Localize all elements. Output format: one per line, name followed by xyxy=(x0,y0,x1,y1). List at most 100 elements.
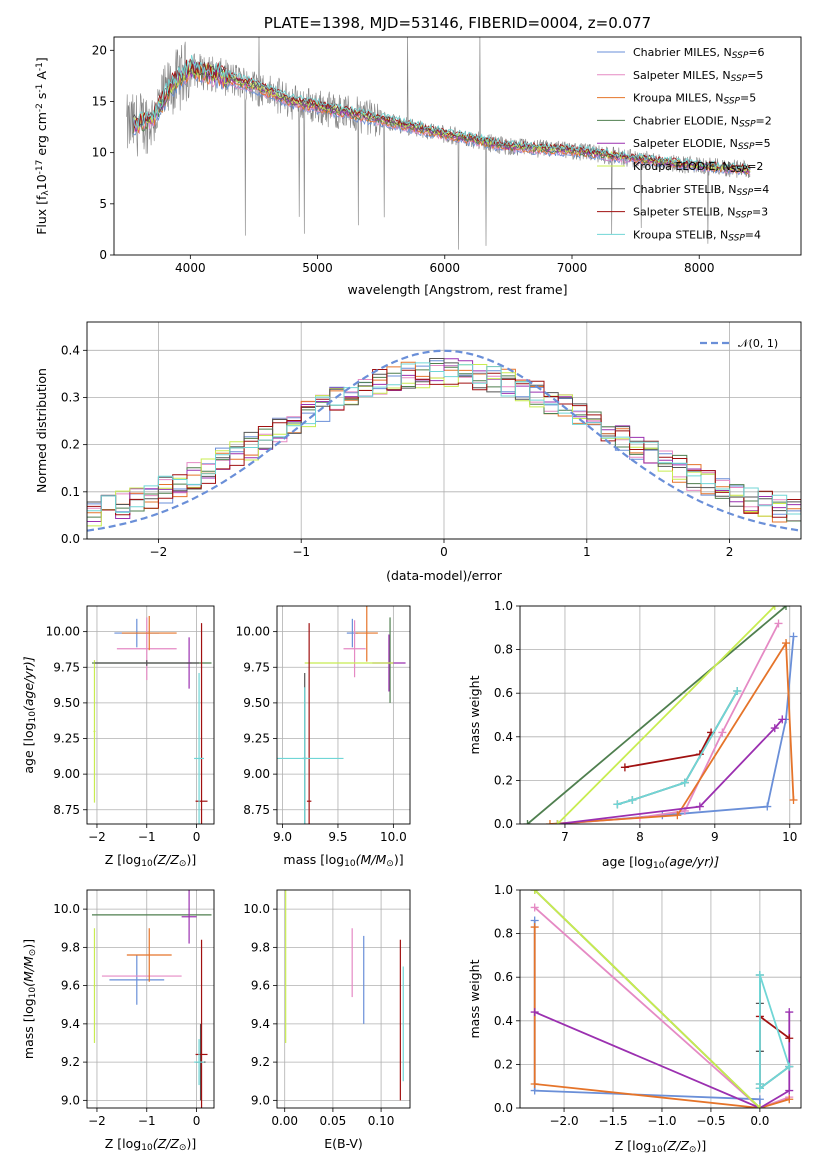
legend-entry-part: Kroupa STELIB, N xyxy=(633,228,728,241)
y-tick-label: 9.8 xyxy=(251,940,270,954)
y-axis-label-part: 10 xyxy=(28,987,38,999)
y-tick-label: 9.50 xyxy=(243,696,270,710)
legend-entry-part: Salpeter MILES, N xyxy=(633,69,731,82)
legend-entry-part: =5 xyxy=(740,92,756,105)
y-tick-label: 0.6 xyxy=(494,686,513,700)
legend-entry-part: Chabrier STELIB, N xyxy=(633,183,737,196)
x-axis-label-part: 10 xyxy=(344,859,356,869)
x-tick-label: −2 xyxy=(150,545,168,559)
y-tick-label: 9.6 xyxy=(251,979,270,993)
point-chabrier_stelib xyxy=(94,660,200,666)
point-kroupa_stelib xyxy=(194,1039,205,1086)
y-tick-label: 0.4 xyxy=(61,343,80,357)
series-line xyxy=(557,622,780,824)
y-axis-label-part: -1 xyxy=(35,62,45,71)
axes-frame xyxy=(113,36,802,256)
plus-marker xyxy=(763,802,772,811)
x-axis-label-part: 10 xyxy=(653,861,665,871)
legend-entry-part: Salpeter STELIB, N xyxy=(633,206,735,219)
plus-marker xyxy=(553,820,562,824)
x-tick-label: 8000 xyxy=(684,261,715,275)
y-axis-label-part: (age/yr)] xyxy=(21,656,36,711)
y-tick-label: 9.2 xyxy=(61,1055,80,1069)
y-tick-label: 9.0 xyxy=(251,1093,270,1107)
y-axis-label: mass weight xyxy=(467,959,482,1038)
x-axis-label-part: Z [log xyxy=(105,1136,141,1151)
legend-entry-part: =5 xyxy=(747,69,763,82)
y-tick-label: 15 xyxy=(92,94,107,108)
axes-frame xyxy=(519,605,802,825)
plus-marker xyxy=(774,619,783,628)
x-tick-label: 10.0 xyxy=(380,830,407,844)
legend-entry-part: Kroupa MILES, N xyxy=(633,92,723,105)
series-line xyxy=(534,890,761,1108)
y-tick-label: 9.00 xyxy=(243,767,270,781)
legend-entry-part: SSP xyxy=(737,188,754,198)
y-axis-label-part: -1 xyxy=(35,84,45,93)
x-axis-label-part: (age/yr)] xyxy=(664,854,719,869)
x-axis-label-part: ⊙ xyxy=(179,1143,187,1153)
legend-entry-part: SSP xyxy=(732,51,749,61)
y-axis-label: mass [log10(M/M⊙)] xyxy=(21,939,38,1059)
y-tick-label: 10.0 xyxy=(53,902,80,916)
x-tick-label: 0 xyxy=(193,830,201,844)
plus-marker xyxy=(755,1084,764,1093)
plus-marker xyxy=(530,1080,539,1089)
x-tick-label: −1 xyxy=(138,830,156,844)
plot-area-mass_vs_Z xyxy=(91,890,212,1108)
y-tick-label: 0.3 xyxy=(61,390,80,404)
x-tick-label: −0.5 xyxy=(696,1114,725,1128)
legend-entry: Salpeter STELIB, NSSP=3 xyxy=(633,206,768,221)
point-salpeter_elodie xyxy=(181,890,197,944)
plot-area-massweight_vs_age xyxy=(523,606,798,824)
y-tick-label: 0 xyxy=(99,248,107,262)
plot-area-mass_vs_EBV xyxy=(285,890,404,1101)
y-tick-label: 0.8 xyxy=(494,927,513,941)
y-tick-label: 10.00 xyxy=(236,625,270,639)
y-tick-label: 0.4 xyxy=(494,1014,513,1028)
chart-title: PLATE=1398, MJD=53146, FIBERID=0004, z=0… xyxy=(264,14,651,32)
y-tick-label: 0.0 xyxy=(494,1101,513,1115)
x-axis-label-part: Z [log xyxy=(615,1138,651,1153)
x-axis-label-part: (M/M xyxy=(356,852,387,867)
x-tick-label: −1.0 xyxy=(647,1114,676,1128)
plus-marker xyxy=(770,724,779,733)
plot-area-age_vs_Z xyxy=(91,615,212,824)
x-axis-label: wavelength [Angstrom, rest frame] xyxy=(347,282,567,297)
legend-entry-part: =2 xyxy=(756,114,772,127)
plus-marker xyxy=(530,890,539,894)
legend-entry-part: =6 xyxy=(748,46,764,59)
point-salpeter_stelib xyxy=(306,623,312,824)
axes-frame xyxy=(276,889,411,1109)
y-tick-label: 0.2 xyxy=(494,773,513,787)
plus-marker xyxy=(755,1104,764,1108)
legend-entry-part: Chabrier ELODIE, N xyxy=(633,114,739,127)
plus-marker xyxy=(718,728,727,737)
y-axis-label: Flux [fλ10-17 erg cm-2 s-1 A-1] xyxy=(34,57,51,235)
x-tick-label: 7000 xyxy=(557,261,588,275)
y-tick-label: 8.75 xyxy=(53,803,80,817)
y-tick-label: 10.00 xyxy=(46,625,80,639)
x-tick-label: 6000 xyxy=(430,261,461,275)
y-tick-label: 10.0 xyxy=(243,902,270,916)
point-salpeter_miles xyxy=(343,620,366,678)
x-tick-label: −2 xyxy=(88,830,106,844)
series-chabrier_miles xyxy=(553,632,798,824)
series-salpeter_stelib xyxy=(620,728,716,772)
legend-entry-part: SSP xyxy=(731,74,748,84)
series-chabrier_miles xyxy=(530,916,764,1108)
axes-frame xyxy=(86,605,215,825)
x-tick-label: 9 xyxy=(711,830,719,844)
y-tick-label: 9.0 xyxy=(61,1093,80,1107)
plot-area-spectrum xyxy=(126,37,751,250)
x-tick-label: 7 xyxy=(561,830,569,844)
x-axis-label: age [log10(age/yr)] xyxy=(602,854,719,871)
legend-entry-part: Kroupa ELODIE, N xyxy=(633,160,731,173)
point-salpeter_miles xyxy=(116,617,177,681)
plus-marker xyxy=(785,1062,794,1071)
y-tick-label: 1.0 xyxy=(494,599,513,613)
plus-marker xyxy=(782,639,791,648)
legend-entry-part: Salpeter ELODIE, N xyxy=(633,137,738,150)
